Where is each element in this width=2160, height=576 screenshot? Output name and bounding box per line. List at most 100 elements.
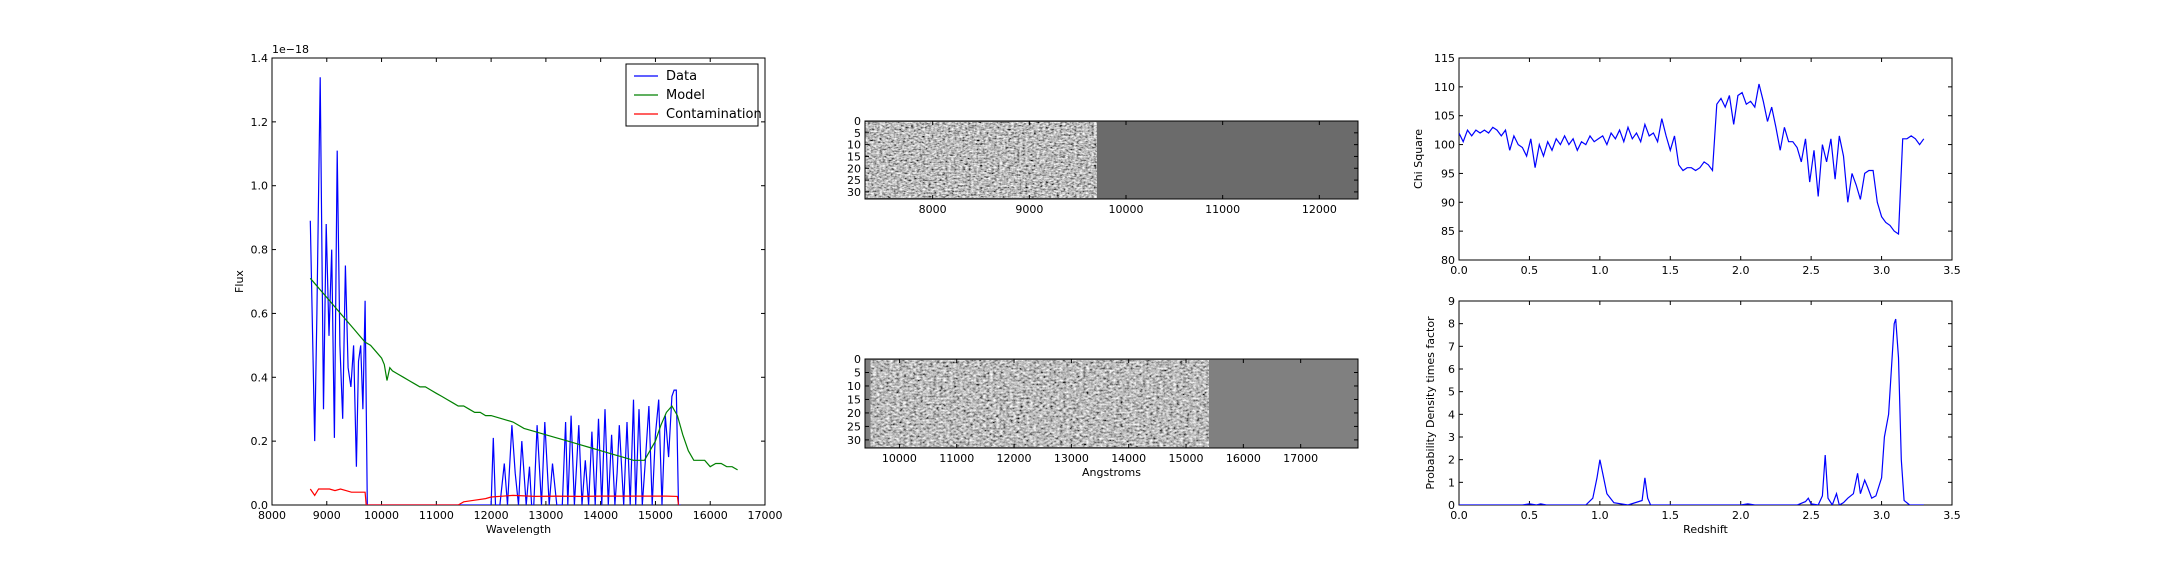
x-tick-label: 1.5	[1662, 509, 1680, 522]
y-tick-label: 0.2	[251, 435, 269, 448]
y-tick-label: 115	[1434, 52, 1455, 65]
x-tick-label: 15000	[638, 509, 673, 522]
series-line	[1459, 318, 1924, 505]
y-tick-label: 0	[1448, 499, 1455, 512]
x-tick-label: 3.0	[1873, 264, 1891, 277]
image-noise	[870, 360, 1209, 447]
x-tick-label: 2.5	[1802, 264, 1820, 277]
y-tick-label: 20	[847, 162, 861, 175]
y-tick-label: 5	[854, 366, 861, 379]
x-tick-label: 10000	[1109, 203, 1144, 216]
y-tick-label: 25	[847, 420, 861, 433]
legend: Data Model Contamination	[625, 63, 762, 127]
x-tick-label: 16000	[693, 509, 728, 522]
y-tick-label: 0	[854, 353, 861, 366]
axis-offset-label: 1e−18	[272, 43, 309, 56]
series-group	[1459, 83, 1925, 236]
y-axis-label: Flux	[233, 270, 246, 293]
x-tick-label: 9000	[1015, 203, 1043, 216]
y-tick-label: 4	[1448, 408, 1455, 421]
chi-square-chart: 0.0 0.5 1.0 1.5 2.0 2.5 3.0 3.5 80 85 90 95 100 105 11…	[1412, 52, 1961, 277]
x-tick-label: 10000	[882, 452, 917, 465]
y-tick-label: 15	[847, 393, 861, 406]
x-tick-label: 0.5	[1521, 264, 1539, 277]
x-tick-label: 13000	[1054, 452, 1089, 465]
x-tick-label: 2.5	[1802, 509, 1820, 522]
probability-chart: 0.0 0.5 1.0 1.5 2.0 2.5 3.0 3.5 0 1 2 3 4 5 6 7 8 9 Redshi…	[1424, 295, 1961, 536]
y-tick-label: 85	[1441, 225, 1455, 238]
y-tick-label: 20	[847, 407, 861, 420]
x-tick-label: 10000	[364, 509, 399, 522]
x-tick-label: 2.0	[1732, 509, 1750, 522]
y-tick-label: 0	[854, 115, 861, 128]
x-tick-label: 16000	[1226, 452, 1261, 465]
x-tick-label: 2.0	[1732, 264, 1750, 277]
x-tick-label: 3.5	[1943, 509, 1961, 522]
axes-frame	[1458, 300, 1953, 506]
x-tick-label: 1.0	[1591, 509, 1609, 522]
legend-label: Data	[666, 69, 697, 84]
x-tick-label: 0.0	[1450, 264, 1468, 277]
x-tick-label: 0.0	[1450, 509, 1468, 522]
y-tick-label: 1.4	[251, 52, 269, 65]
y-tick-label: 1	[1448, 476, 1455, 489]
x-tick-label: 15000	[1169, 452, 1204, 465]
y-tick-label: 110	[1434, 81, 1455, 94]
y-tick-label: 9	[1448, 295, 1455, 308]
y-axis-label: Chi Square	[1412, 129, 1425, 189]
y-axis-label: Probability Density times factor	[1424, 316, 1437, 490]
legend-label: Contamination	[666, 107, 762, 122]
x-tick-label: 14000	[1111, 452, 1146, 465]
x-tick-label: 17000	[748, 509, 783, 522]
legend-label: Model	[666, 88, 705, 103]
x-tick-label: 11000	[419, 509, 454, 522]
axes-frame	[1458, 57, 1953, 261]
y-tick-label: 0.0	[251, 499, 269, 512]
x-axis-label: Angstroms	[1082, 466, 1141, 479]
x-tick-label: 14000	[583, 509, 618, 522]
x-tick-label: 1.0	[1591, 264, 1609, 277]
y-tick-label: 3	[1448, 431, 1455, 444]
y-tick-label: 25	[847, 174, 861, 187]
y-tick-label: 100	[1434, 139, 1455, 152]
y-tick-label: 95	[1441, 167, 1455, 180]
x-tick-label: 12000	[1302, 203, 1337, 216]
y-tick-label: 30	[847, 434, 861, 447]
x-tick-label: 3.5	[1943, 264, 1961, 277]
series-group	[1459, 318, 1924, 505]
axes-frame	[864, 358, 1359, 449]
y-tick-label: 30	[847, 186, 861, 199]
series-line	[1459, 83, 1925, 236]
y-tick-label: 7	[1448, 340, 1455, 353]
y-tick-label: 10	[847, 139, 861, 152]
y-tick-label: 5	[1448, 386, 1455, 399]
series-line-contamination	[309, 488, 680, 505]
x-tick-label: 3.0	[1873, 509, 1891, 522]
y-tick-label: 1.0	[251, 180, 269, 193]
y-tick-label: 10	[847, 380, 861, 393]
x-tick-label: 8000	[258, 509, 286, 522]
x-tick-label: 9000	[313, 509, 341, 522]
image-bottom-chart: 10000 11000 12000 13000 14000 15000 16000 17000…	[847, 353, 1359, 479]
y-tick-label: 0.8	[251, 244, 269, 257]
y-tick-label: 0.4	[251, 371, 269, 384]
x-tick-label: 12000	[997, 452, 1032, 465]
y-tick-label: 90	[1441, 196, 1455, 209]
series-group	[309, 77, 738, 505]
y-tick-label: 0.6	[251, 307, 269, 320]
x-tick-label: 11000	[939, 452, 974, 465]
x-tick-label: 0.5	[1521, 509, 1539, 522]
y-tick-label: 105	[1434, 110, 1455, 123]
x-tick-label: 1.5	[1662, 264, 1680, 277]
y-tick-label: 15	[847, 150, 861, 163]
y-tick-label: 1.2	[251, 116, 269, 129]
axes-frame	[864, 120, 1359, 200]
x-tick-label: 11000	[1205, 203, 1240, 216]
x-axis-label: Wavelength	[486, 523, 551, 536]
series-line-data	[309, 77, 681, 505]
image-noise	[865, 122, 1097, 198]
series-line-model	[309, 277, 738, 471]
spectrum-chart: 8000 9000 10000 11000 12000 13000 14000 15000 16…	[233, 43, 783, 536]
y-tick-label: 2	[1448, 454, 1455, 467]
